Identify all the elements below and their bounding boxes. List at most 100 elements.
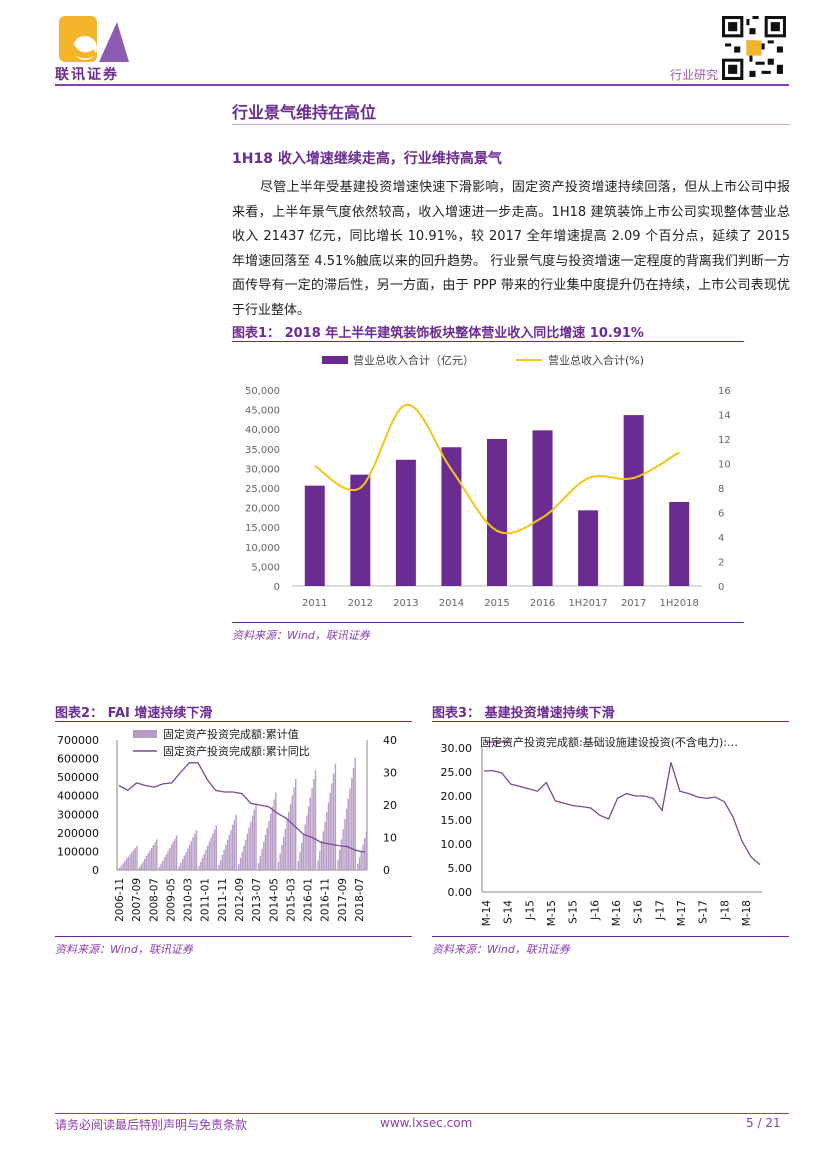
x-tick-label: M-17 bbox=[676, 900, 688, 926]
fai-bar bbox=[200, 861, 202, 870]
fai-bar bbox=[326, 812, 328, 870]
fai-bar bbox=[273, 799, 275, 870]
fai-bar bbox=[261, 848, 263, 870]
x-tick-label: M-15 bbox=[546, 900, 558, 926]
header-divider bbox=[55, 84, 789, 86]
y-left-tick-label: 20,000 bbox=[245, 504, 280, 515]
y-right-tick-label: 12 bbox=[718, 435, 731, 446]
x-tick-label: 1H2018 bbox=[660, 598, 699, 609]
figure2-bottom-rule bbox=[55, 936, 412, 937]
fai-bar bbox=[314, 770, 317, 870]
x-tick-label: 2013-07 bbox=[251, 878, 263, 922]
fai-bar bbox=[324, 821, 326, 870]
figure2-source: 资料来源：Wind，联讯证券 bbox=[55, 943, 193, 956]
series-yoy-line bbox=[118, 762, 366, 853]
x-tick-label: 2014 bbox=[439, 598, 464, 609]
y-tick-label: 15.00 bbox=[441, 814, 473, 827]
fai-bar bbox=[190, 841, 192, 870]
fai-bar bbox=[119, 867, 121, 870]
fai-bar bbox=[291, 795, 293, 870]
x-tick-label: S-15 bbox=[568, 900, 580, 924]
fai-bar bbox=[140, 864, 142, 870]
fai-bar bbox=[228, 834, 230, 870]
legend-line-label: 固定资产投资完成额:累计同比 bbox=[163, 744, 310, 758]
fai-bar bbox=[150, 847, 153, 870]
x-tick-label: 2010-03 bbox=[183, 878, 195, 922]
fai-bar bbox=[226, 839, 229, 870]
y-right-tick-label: 2 bbox=[718, 558, 724, 569]
bar-2015 bbox=[487, 439, 507, 586]
fai-bar bbox=[212, 833, 214, 870]
fai-bar bbox=[213, 829, 216, 870]
fai-bar bbox=[251, 815, 254, 870]
legend-bar-label: 营业总收入合计（亿元） bbox=[353, 353, 474, 367]
fai-bar bbox=[174, 838, 176, 870]
fai-bar bbox=[122, 863, 124, 870]
y-left-tick-label: 600000 bbox=[57, 753, 99, 766]
legend-bar-swatch bbox=[322, 356, 348, 364]
fai-bar bbox=[203, 853, 205, 870]
x-tick-label: M-16 bbox=[611, 900, 623, 927]
fai-bar bbox=[302, 833, 305, 870]
fai-bar bbox=[238, 864, 240, 870]
fai-bar bbox=[182, 859, 184, 870]
fai-bar bbox=[163, 857, 166, 870]
fai-bar bbox=[351, 778, 353, 870]
fai-bar bbox=[306, 815, 308, 870]
y-left-tick-label: 30,000 bbox=[245, 464, 280, 475]
x-tick-label: 2018-07 bbox=[354, 878, 366, 922]
y-tick-label: 25.00 bbox=[441, 766, 473, 779]
fai-bar bbox=[232, 824, 234, 870]
x-tick-label: 2016-11 bbox=[320, 878, 332, 922]
fai-bar bbox=[349, 788, 351, 870]
figure2-divider bbox=[55, 721, 412, 722]
section-title: 行业景气维持在高位 bbox=[232, 103, 377, 122]
fai-bar bbox=[301, 842, 303, 870]
fai-bar bbox=[295, 779, 297, 870]
x-tick-label: 2016-01 bbox=[303, 878, 315, 922]
y-right-tick-label: 16 bbox=[718, 386, 731, 397]
fai-bar bbox=[215, 825, 217, 870]
fai-bar bbox=[309, 797, 311, 870]
fai-bar bbox=[120, 865, 123, 870]
bar-2014 bbox=[441, 447, 462, 586]
fai-bar bbox=[313, 779, 315, 870]
y-left-tick-label: 35,000 bbox=[245, 445, 280, 456]
figure3-bottom-rule bbox=[432, 936, 789, 937]
fai-bar bbox=[253, 809, 255, 870]
y-tick-label: 0.00 bbox=[448, 886, 473, 899]
x-tick-label: 2011-01 bbox=[200, 878, 212, 922]
page-number: 5 / 21 bbox=[746, 1116, 781, 1130]
fai-bar bbox=[284, 828, 286, 870]
fai-bar bbox=[281, 845, 283, 870]
y-left-tick-label: 5,000 bbox=[251, 562, 280, 573]
x-tick-label: J-15 bbox=[524, 900, 536, 921]
fai-bar bbox=[257, 863, 260, 870]
y-right-tick-label: 8 bbox=[718, 484, 724, 495]
subsection-title: 1H18 收入增速继续走高，行业维持高景气 bbox=[232, 151, 502, 167]
y-left-tick-label: 300000 bbox=[57, 808, 99, 821]
bar-2013 bbox=[395, 459, 416, 586]
qr-code-icon bbox=[722, 16, 786, 80]
fai-bar bbox=[132, 850, 135, 870]
fai-bar bbox=[201, 857, 204, 870]
fai-bar bbox=[162, 860, 164, 870]
y-left-tick-label: 45,000 bbox=[245, 406, 280, 417]
fai-bar bbox=[239, 857, 242, 870]
y-tick-label: 10.00 bbox=[441, 838, 473, 851]
fai-bar bbox=[357, 863, 359, 870]
fai-bar bbox=[149, 850, 151, 870]
figure1-bottom-rule bbox=[232, 622, 744, 623]
company-logo bbox=[59, 16, 129, 62]
fai-bar bbox=[169, 848, 171, 870]
fai-bar bbox=[147, 853, 149, 870]
y-right-tick-label: 30 bbox=[383, 767, 397, 780]
fai-bar bbox=[188, 844, 191, 870]
footer-website-link[interactable]: www.lxsec.com bbox=[380, 1116, 473, 1130]
x-tick-label: 2011-11 bbox=[217, 878, 229, 922]
fai-bar bbox=[332, 773, 335, 870]
fai-bar bbox=[152, 845, 154, 870]
fai-bar bbox=[210, 837, 212, 870]
x-tick-label: S-16 bbox=[633, 900, 645, 924]
y-right-tick-label: 20 bbox=[383, 799, 397, 812]
